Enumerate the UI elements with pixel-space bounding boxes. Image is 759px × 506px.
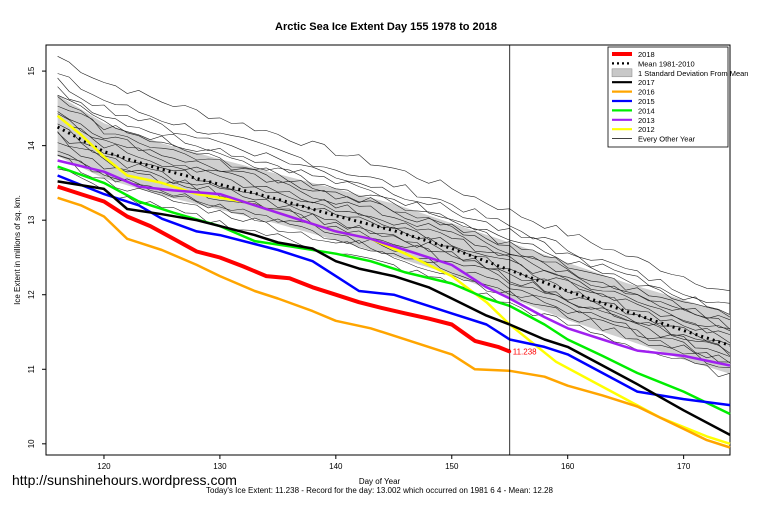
every-other-year-line bbox=[57, 77, 731, 315]
y-tick-label: 11 bbox=[27, 365, 36, 374]
every-other-year-line bbox=[57, 86, 731, 318]
legend-label: Every Other Year bbox=[638, 135, 696, 144]
series-layer bbox=[56, 114, 731, 449]
annotation-label: 11.238 bbox=[513, 348, 537, 357]
legend-label: 2018 bbox=[638, 50, 655, 59]
legend-label: 2012 bbox=[638, 125, 655, 134]
every-other-year-line bbox=[57, 132, 731, 354]
y-tick-label: 12 bbox=[27, 290, 36, 299]
legend-label: 1 Standard Deviation From Mean bbox=[638, 69, 748, 78]
watermark-url: http://sunshinehours.wordpress.com bbox=[12, 472, 237, 488]
legend-swatch bbox=[611, 68, 633, 78]
every-other-year-line bbox=[57, 150, 731, 364]
every-other-year-line bbox=[57, 154, 731, 363]
every-other-year-line bbox=[57, 155, 731, 368]
legend-label: 2014 bbox=[638, 106, 655, 115]
x-tick-label: 160 bbox=[561, 462, 575, 471]
legend-label: 2016 bbox=[638, 88, 655, 97]
series-line-2013 bbox=[57, 159, 731, 367]
y-tick-label: 15 bbox=[27, 66, 36, 75]
y-axis-label: Ice Extent in millions of sq. km. bbox=[13, 195, 22, 305]
annotation-point bbox=[508, 350, 512, 354]
y-tick-label: 14 bbox=[27, 141, 36, 150]
legend-label: 2015 bbox=[638, 97, 655, 106]
legend-label: 2013 bbox=[638, 116, 655, 125]
plot-frame bbox=[45, 44, 731, 456]
every-other-year-line bbox=[57, 56, 731, 291]
x-tick-label: 170 bbox=[677, 462, 691, 471]
every-other-year-line bbox=[57, 113, 731, 335]
footer-summary: Today's Ice Extent: 11.238 - Record for … bbox=[206, 486, 553, 495]
every-other-year-line bbox=[57, 115, 731, 344]
chart-title: Arctic Sea Ice Extent Day 155 1978 to 20… bbox=[275, 21, 497, 33]
x-tick-label: 140 bbox=[329, 462, 343, 471]
y-tick-label: 10 bbox=[27, 439, 36, 448]
series-line-2017 bbox=[57, 180, 731, 437]
series-line-2015 bbox=[57, 174, 731, 407]
every-other-year-line bbox=[57, 168, 731, 378]
x-tick-label: 130 bbox=[213, 462, 227, 471]
x-tick-label: 120 bbox=[97, 462, 111, 471]
every-other-year-lines bbox=[57, 56, 731, 378]
series-line-2016 bbox=[57, 196, 731, 449]
every-other-year-line bbox=[57, 94, 731, 321]
every-other-year-line bbox=[57, 105, 731, 329]
every-other-year-line bbox=[57, 111, 731, 332]
legend-label: 2017 bbox=[638, 78, 655, 87]
x-tick-label: 150 bbox=[445, 462, 459, 471]
every-other-year-line bbox=[57, 73, 731, 304]
x-axis-label: Day of Year bbox=[358, 477, 401, 486]
every-other-year-line bbox=[57, 142, 731, 357]
axes: 11.238 120 130 140 150 160 170 10 11 12 13 14 15 bbox=[27, 45, 691, 471]
every-other-year-line bbox=[57, 131, 731, 357]
legend-label: Mean 1981-2010 bbox=[638, 59, 695, 68]
series-line-2014 bbox=[57, 165, 731, 416]
y-tick-label: 13 bbox=[27, 215, 36, 224]
series-line-2018 bbox=[56, 184, 511, 354]
